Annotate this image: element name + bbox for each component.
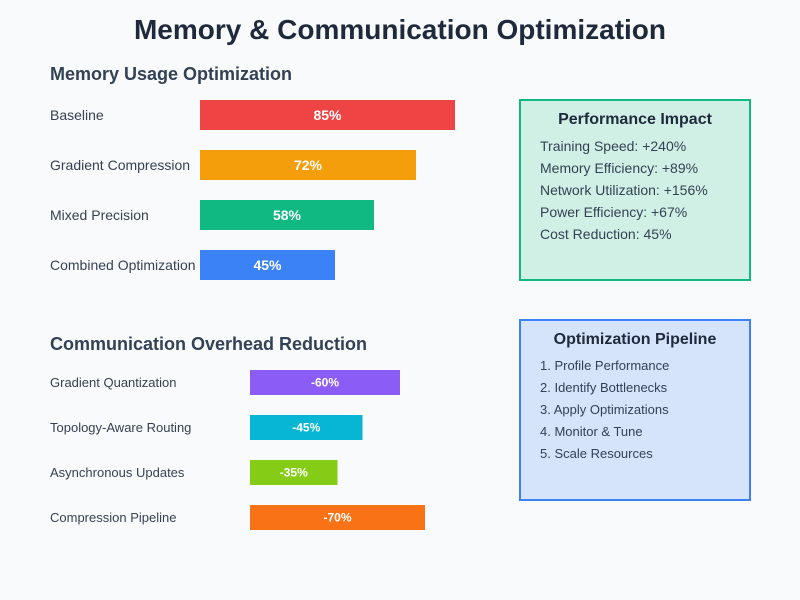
performance-impact-title: Performance Impact [558, 111, 712, 128]
memory-chart-title: Memory Usage Optimization [50, 64, 293, 84]
data-label: 45% [253, 257, 282, 273]
optimization-pipeline-list: 1. Profile Performance 2. Identify Bottle… [540, 355, 749, 465]
optimization-pipeline-item: 4. Monitor & Tune [540, 424, 643, 439]
category-label: Mixed Precision [50, 207, 149, 223]
data-label: 72% [294, 157, 323, 173]
bar [200, 200, 374, 230]
bar [200, 250, 335, 280]
bar [200, 150, 416, 180]
performance-impact-item: Cost Reduction: 45% [540, 226, 672, 242]
data-label: 58% [273, 207, 302, 223]
data-label: -35% [280, 466, 308, 480]
data-label: -60% [311, 376, 339, 390]
data-label: -70% [323, 511, 351, 525]
bar [250, 460, 338, 485]
performance-impact-list: Training Speed: +240% Memory Efficiency: … [540, 135, 749, 245]
bar [250, 505, 425, 530]
data-label: 85% [313, 107, 342, 123]
optimization-pipeline-item: 2. Identify Bottlenecks [540, 380, 668, 395]
optimization-pipeline-item: 3. Apply Optimizations [540, 402, 669, 417]
communication-chart-title: Communication Overhead Reduction [50, 334, 368, 354]
category-label: Asynchronous Updates [50, 465, 185, 480]
bar [250, 415, 363, 440]
optimization-pipeline-item: 1. Profile Performance [540, 358, 670, 373]
page-title: Memory & Communication Optimization [133, 14, 667, 45]
category-label: Baseline [50, 107, 104, 123]
category-label: Gradient Quantization [50, 375, 176, 390]
performance-impact-item: Power Efficiency: +67% [540, 204, 688, 220]
charts-canvas: Baseline 85% Gradient Compression 72% Mixed … [50, 100, 455, 530]
optimization-pipeline-item: 5. Scale Resources [540, 446, 653, 461]
performance-impact-panel: Performance Impact Training Speed: +240%… [519, 99, 751, 281]
category-label: Compression Pipeline [50, 510, 176, 525]
data-label: -45% [292, 421, 320, 435]
optimization-pipeline-panel: Optimization Pipeline 1. Profile Perform… [519, 319, 751, 501]
performance-impact-item: Memory Efficiency: +89% [540, 160, 699, 176]
performance-impact-item: Network Utilization: +156% [540, 182, 708, 198]
category-label: Combined Optimization [50, 257, 196, 273]
bar [200, 100, 455, 130]
bar [250, 370, 400, 395]
category-label: Topology-Aware Routing [50, 420, 191, 435]
performance-impact-item: Training Speed: +240% [540, 138, 687, 154]
category-label: Gradient Compression [50, 157, 190, 173]
optimization-pipeline-title: Optimization Pipeline [553, 331, 717, 348]
